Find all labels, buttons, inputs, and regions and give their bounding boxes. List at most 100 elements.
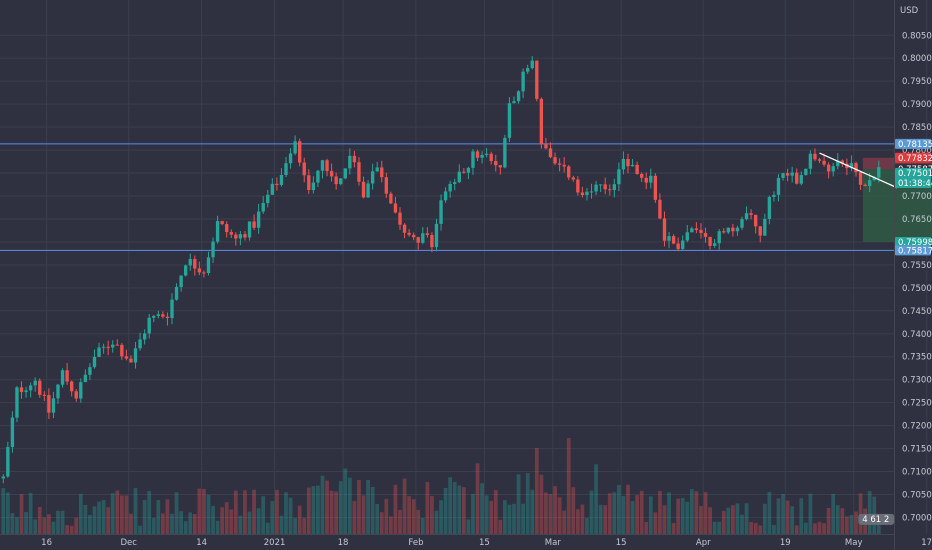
volume-bar: [544, 492, 548, 534]
candle-body: [512, 101, 516, 104]
volume-bar: [284, 492, 288, 534]
candle-body: [681, 240, 685, 249]
volume-bar: [617, 485, 621, 534]
candle-body: [33, 380, 37, 386]
price-badge-label: 0.77501: [898, 169, 932, 179]
volume-bar: [493, 490, 498, 534]
volume-bar: [808, 493, 813, 534]
volume-bar: [338, 481, 343, 534]
candle-body: [293, 141, 297, 154]
candle-body: [858, 172, 863, 185]
volume-bar: [297, 505, 302, 534]
volume-bar: [767, 491, 772, 534]
volume-bar: [566, 438, 571, 534]
candle-body: [316, 170, 320, 183]
volume-bar: [717, 521, 722, 534]
candle-body: [649, 175, 653, 183]
volume-bar: [516, 474, 521, 534]
volume-bar: [420, 517, 425, 534]
volume-bar: [174, 492, 179, 534]
volume-bar: [521, 503, 525, 534]
volume-bar: [252, 489, 256, 534]
candle-body: [726, 227, 730, 233]
volume-bar: [822, 523, 826, 534]
candle-body: [448, 183, 452, 192]
horizontal-levels[interactable]: [0, 143, 894, 251]
volume-bar: [694, 491, 699, 534]
candle-body: [754, 214, 758, 227]
candle-body: [708, 236, 712, 246]
candle-body: [402, 224, 407, 233]
candle-body: [685, 232, 689, 241]
volume-bar: [306, 487, 311, 534]
candle-body: [307, 175, 311, 190]
volume-bar: [680, 498, 685, 534]
volume-bar: [161, 513, 165, 534]
candle-body: [120, 344, 124, 357]
countdown-label: 01:38:44: [898, 179, 932, 189]
candle-body: [161, 314, 165, 317]
candle-body: [15, 387, 19, 418]
trendline[interactable]: [819, 152, 898, 189]
candle-body: [79, 382, 83, 399]
volume-bar: [662, 505, 667, 534]
x-tick-label: 19: [780, 538, 791, 548]
volume-bar: [329, 490, 334, 534]
volume-bar: [138, 525, 142, 534]
candle-body: [466, 167, 471, 173]
candle-body: [380, 167, 384, 178]
volume-bar: [731, 505, 735, 534]
volume-bar: [785, 500, 790, 534]
volume-bar: [347, 477, 352, 534]
volume-bar: [389, 516, 393, 534]
candle-body: [234, 234, 238, 239]
volume-bar: [626, 484, 630, 534]
volume-bar: [480, 483, 484, 534]
volume-bar: [220, 507, 225, 534]
candle-body: [302, 162, 306, 176]
candle-body: [430, 234, 434, 248]
candle-body: [129, 358, 133, 363]
candle-body: [243, 234, 247, 238]
candle-body: [74, 391, 78, 399]
volume-bar: [165, 499, 170, 534]
candle-body: [225, 224, 229, 233]
candle-body: [507, 103, 512, 138]
volume-bar: [19, 493, 24, 534]
candle-body: [252, 221, 256, 228]
candle-body: [398, 212, 402, 225]
candle-body: [10, 417, 15, 448]
volume-bar: [854, 511, 858, 534]
candle-body: [266, 194, 270, 204]
x-tick-label: 18: [338, 538, 349, 548]
candle-body: [88, 367, 92, 375]
volume-bar: [699, 505, 703, 534]
candle-body: [571, 177, 575, 180]
candle-body: [594, 184, 598, 192]
candle-body: [868, 180, 872, 187]
x-tick-label: Mar: [545, 538, 562, 548]
volume-bar: [835, 505, 840, 534]
volume-bar: [735, 503, 740, 534]
volume-bar: [612, 492, 617, 534]
candle-body: [640, 173, 644, 178]
volume-bar: [512, 503, 516, 534]
time-axis[interactable]: 16Dec14202118Feb15Mar15Apr19May17Jun: [0, 534, 932, 549]
x-tick-label: Dec: [120, 538, 137, 548]
volume-bar: [293, 518, 297, 534]
volume-bars: [1, 438, 881, 534]
currency-label: USD: [900, 6, 919, 16]
candle-body: [384, 177, 388, 194]
volume-bar: [83, 504, 88, 534]
volume-bar: [325, 480, 329, 534]
candle-body: [772, 194, 776, 198]
volume-bar: [817, 521, 822, 534]
volume-bar: [411, 499, 416, 534]
candle-body: [343, 168, 347, 179]
